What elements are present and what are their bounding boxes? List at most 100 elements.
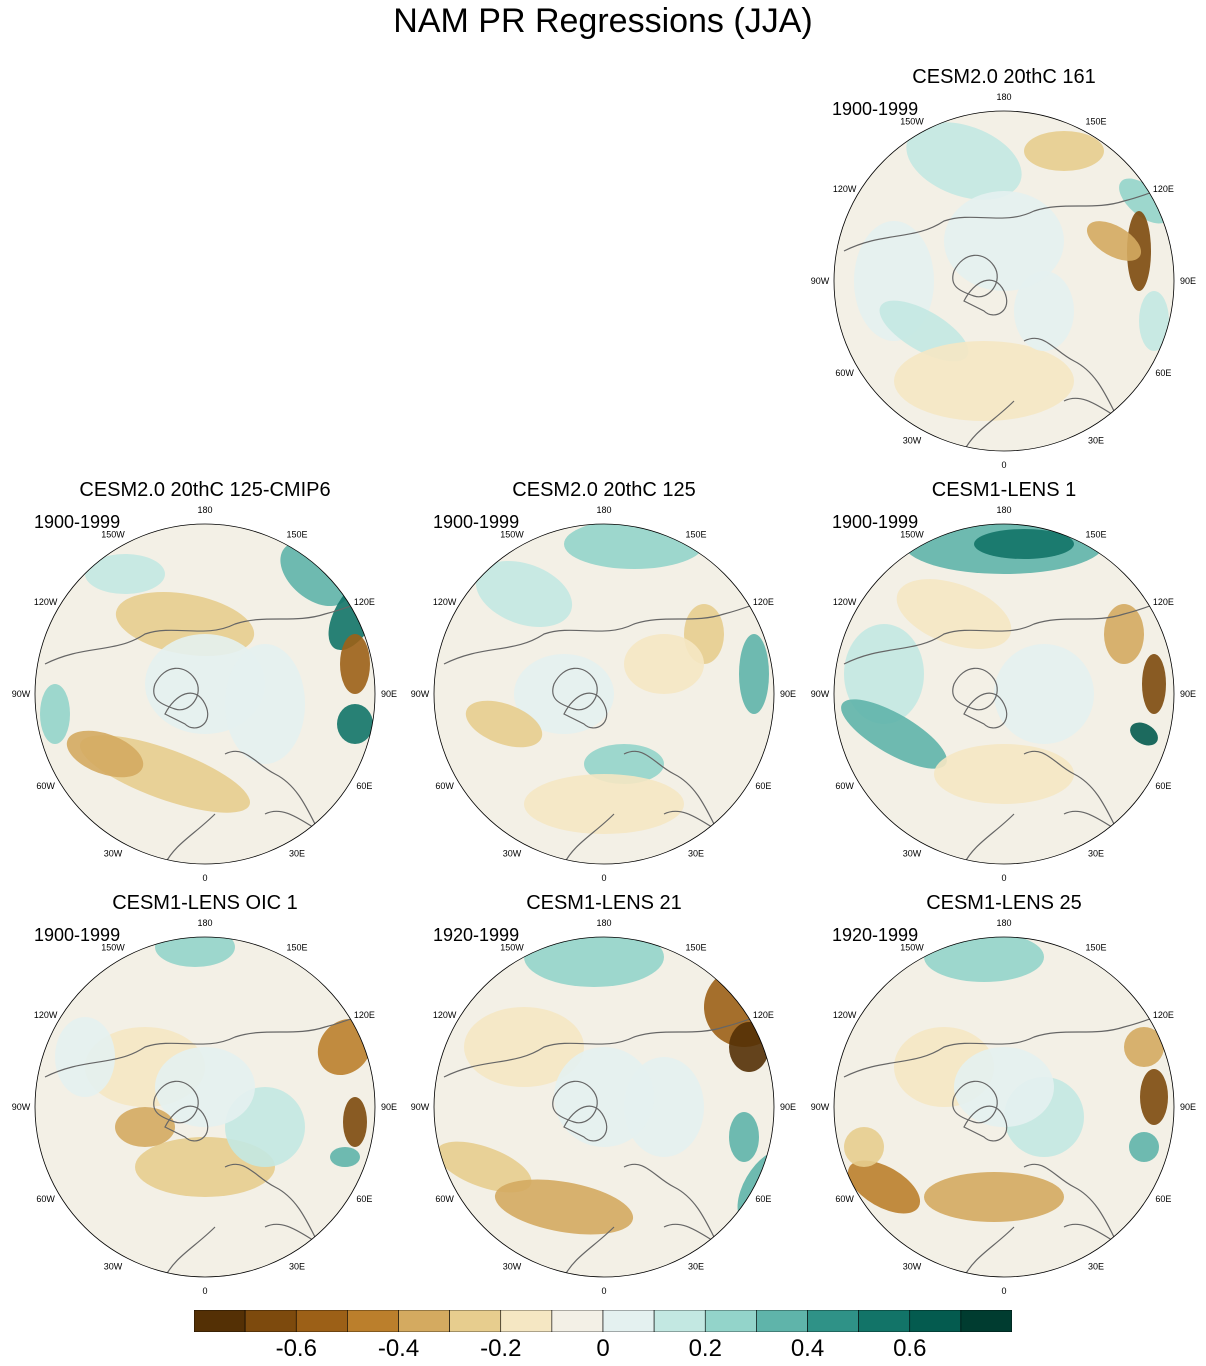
colorbar: [194, 1310, 1012, 1332]
coastline: [164, 1226, 216, 1277]
longitude-label: 30W: [903, 848, 922, 858]
panel-title-6: CESM1-LENS 21: [526, 892, 682, 914]
map-border: [833, 936, 1175, 1278]
field-contour: [524, 774, 684, 834]
longitude-label: 30E: [1088, 848, 1104, 858]
colorbar-swatch: [449, 1310, 502, 1332]
longitude-label: 30E: [289, 1261, 305, 1271]
longitude-label: 30E: [1088, 1261, 1104, 1271]
longitude-label: 60E: [356, 781, 372, 791]
field-contour: [841, 699, 947, 769]
coastline: [164, 692, 209, 729]
longitude-label: 150W: [101, 943, 125, 953]
longitude-label: 120E: [1153, 1010, 1174, 1020]
longitude-label: 30E: [1088, 435, 1104, 445]
longitude-label: 90W: [411, 1102, 430, 1112]
longitude-label: 0: [1001, 1286, 1006, 1296]
longitude-label: 150E: [1085, 117, 1106, 127]
longitude-label: 30W: [503, 848, 522, 858]
longitude-label: 120W: [833, 184, 857, 194]
longitude-label: 60W: [835, 1194, 854, 1204]
longitude-label: 150W: [500, 943, 524, 953]
longitude-label: 150E: [1085, 530, 1106, 540]
coastline: [952, 254, 998, 298]
coastline: [164, 1105, 209, 1142]
longitude-label: 120E: [753, 597, 774, 607]
longitude-label: 180: [996, 92, 1011, 102]
colorbar-swatch: [244, 1310, 297, 1332]
polar-map-4: 180 150E 120E 90E 60E 30E 0 30W 60W 90W 120W 150W: [811, 505, 1196, 883]
coastline: [963, 1226, 1015, 1277]
colorbar-tick-label: -0.2: [480, 1335, 522, 1362]
field-contour: [343, 1097, 367, 1147]
longitude-label: 30E: [688, 1261, 704, 1271]
coastline: [952, 1080, 998, 1124]
longitude-label: 60W: [835, 368, 854, 378]
longitude-label: 90W: [811, 1102, 830, 1112]
field-contour: [1139, 291, 1169, 351]
coastline: [843, 598, 1170, 665]
longitude-label: 0: [202, 873, 207, 883]
longitude-label: 120W: [433, 597, 457, 607]
longitude-label: 60W: [36, 781, 55, 791]
field-contour: [155, 1047, 255, 1127]
colorbar-swatch: [398, 1310, 450, 1332]
coastline: [843, 1011, 1170, 1078]
field-contour: [624, 634, 704, 694]
longitude-label: 60E: [755, 781, 771, 791]
coastline: [963, 1105, 1008, 1142]
colorbar-swatch: [756, 1310, 808, 1332]
longitude-label: 90E: [780, 1102, 796, 1112]
longitude-label: 180: [596, 918, 611, 928]
colorbar-swatch: [909, 1310, 962, 1332]
longitude-label: 30W: [104, 1261, 123, 1271]
colorbar-swatch: [551, 1310, 604, 1332]
colorbar-swatch: [295, 1310, 348, 1332]
field-contour: [475, 561, 573, 627]
field-contour: [85, 554, 165, 594]
longitude-label: 120E: [354, 597, 375, 607]
longitude-label: 90E: [1180, 689, 1196, 699]
field-contour: [896, 579, 1012, 649]
coastline: [963, 813, 1015, 864]
longitude-label: 120W: [833, 597, 857, 607]
colorbar-swatch: [500, 1310, 553, 1332]
longitude-label: 120E: [1153, 184, 1174, 194]
field-contour: [739, 634, 769, 714]
field-contour: [115, 1107, 175, 1147]
coastline: [963, 279, 1008, 316]
longitude-label: 90W: [12, 1102, 31, 1112]
coastline: [563, 692, 608, 729]
longitude-label: 180: [197, 505, 212, 515]
field-contour: [1024, 131, 1104, 171]
coastline: [963, 400, 1015, 451]
map-border: [433, 523, 775, 865]
field-contour: [844, 1127, 884, 1167]
longitude-label: 150E: [1085, 943, 1106, 953]
field-contour: [954, 1047, 1054, 1127]
longitude-label: 90E: [1180, 1102, 1196, 1112]
field-contour: [894, 341, 1074, 421]
coastline: [44, 598, 371, 665]
panel-title-3: CESM2.0 20thC 125: [512, 479, 696, 501]
field-contour: [1124, 1027, 1164, 1067]
colorbar-swatch: [960, 1310, 1012, 1332]
polar-map-3: 180 150E 120E 90E 60E 30E 0 30W 60W 90W 120W 150W: [411, 505, 796, 883]
longitude-label: 60W: [435, 781, 454, 791]
coastline: [153, 667, 199, 711]
longitude-label: 120E: [1153, 597, 1174, 607]
coastline: [552, 1080, 598, 1124]
longitude-label: 120W: [34, 1010, 58, 1020]
coastline: [952, 667, 998, 711]
field-contour: [66, 730, 144, 778]
colorbar-swatch: [653, 1310, 706, 1332]
colorbar-tick-label: 0.6: [893, 1335, 927, 1362]
panel-title-2: CESM2.0 20thC 125-CMIP6: [79, 479, 331, 501]
field-contour: [944, 191, 1064, 291]
field-contour: [40, 684, 70, 744]
map-border: [833, 110, 1175, 452]
coastline: [164, 813, 216, 864]
figure-title: NAM PR Regressions (JJA): [393, 2, 813, 40]
longitude-label: 120E: [753, 1010, 774, 1020]
polar-map-2: 180 150E 120E 90E 60E 30E 0 30W 60W 90W 120W 150W: [12, 505, 397, 883]
